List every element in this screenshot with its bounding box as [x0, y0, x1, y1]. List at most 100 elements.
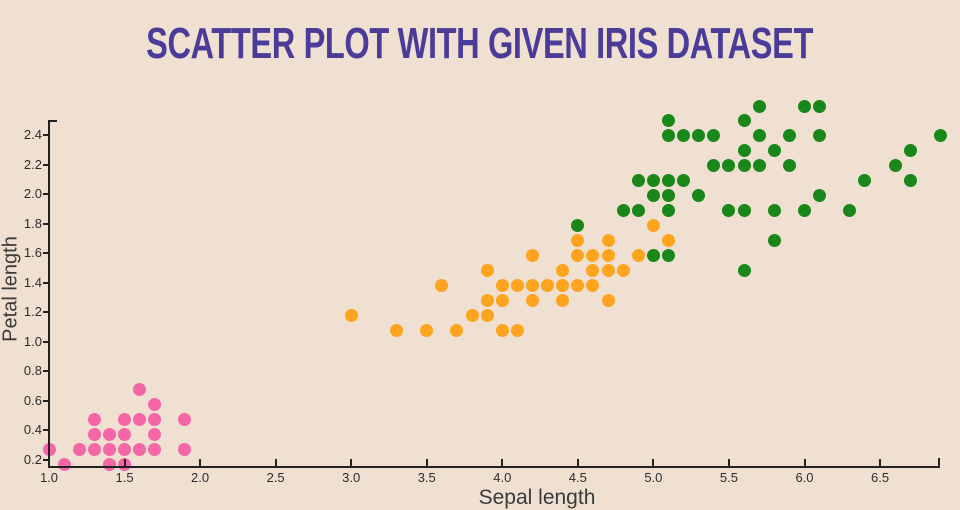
y-axis-tick — [43, 459, 49, 461]
x-axis-tick — [501, 459, 504, 466]
data-point-series-orange — [601, 293, 615, 307]
data-point-series-green — [843, 204, 857, 218]
x-axis-tick — [727, 459, 730, 466]
y-axis-tick-label: 0.4 — [23, 422, 42, 438]
data-point-series-pink — [102, 443, 116, 457]
data-point-series-green — [813, 129, 827, 143]
x-axis-tick — [350, 459, 353, 466]
data-point-series-green — [631, 174, 645, 188]
data-point-series-orange — [571, 278, 585, 292]
y-axis-tick — [43, 429, 49, 432]
data-point-series-orange — [586, 248, 600, 262]
data-point-series-pink — [102, 458, 116, 472]
y-axis-tick — [43, 340, 49, 343]
y-axis-tick-label: 0.6 — [23, 392, 42, 408]
data-point-series-green — [646, 189, 660, 203]
data-point-series-pink — [118, 413, 132, 427]
data-point-series-pink — [148, 428, 162, 442]
data-point-series-green — [888, 159, 902, 173]
data-point-series-orange — [631, 248, 645, 262]
data-point-series-green — [767, 233, 781, 247]
y-axis-tick — [43, 281, 49, 284]
data-point-series-orange — [526, 278, 540, 292]
data-point-series-pink — [178, 443, 192, 457]
x-axis-tick — [879, 459, 882, 466]
y-axis-tick — [43, 222, 49, 225]
data-point-series-pink — [57, 458, 71, 472]
data-point-series-orange — [526, 293, 540, 307]
y-axis-tick — [43, 399, 49, 402]
data-point-series-orange — [450, 323, 464, 337]
data-point-series-green — [813, 189, 827, 203]
title-bar: SCATTER PLOT WITH GIVEN IRIS DATASET — [0, 22, 960, 66]
data-point-series-orange — [465, 308, 479, 322]
data-point-series-green — [662, 204, 675, 218]
y-axis-tick-label: 2.4 — [23, 127, 42, 143]
x-axis-tick-label: 3.0 — [342, 470, 361, 485]
x-axis-tick-label: 6.0 — [795, 470, 814, 485]
data-point-series-green — [646, 174, 660, 188]
y-axis-line — [47, 120, 50, 467]
data-point-series-orange — [390, 323, 404, 337]
x-axis-tick — [199, 459, 202, 466]
data-point-series-green — [662, 189, 675, 203]
data-point-series-green — [662, 114, 675, 128]
data-point-series-orange — [495, 293, 509, 307]
data-point-series-orange — [586, 278, 600, 292]
data-point-series-pink — [87, 413, 101, 427]
data-point-series-green — [903, 144, 917, 158]
data-point-series-pink — [133, 383, 147, 397]
data-point-series-pink — [118, 443, 132, 457]
y-axis-tick-label: 1.2 — [23, 304, 42, 320]
data-point-series-green — [752, 99, 766, 113]
y-axis-tick — [43, 370, 49, 373]
x-axis-tick — [803, 459, 806, 466]
data-point-series-green — [903, 174, 917, 188]
data-point-series-green — [677, 129, 691, 143]
y-axis-tick-label: 1.6 — [23, 245, 42, 261]
data-point-series-pink — [178, 413, 192, 427]
x-axis-tick — [576, 459, 579, 466]
x-axis-tick-label: 4.0 — [493, 470, 512, 485]
data-point-series-orange — [435, 278, 449, 292]
data-point-series-green — [707, 159, 721, 173]
data-point-series-orange — [601, 233, 615, 247]
data-point-series-green — [571, 219, 585, 233]
data-point-series-orange — [556, 278, 570, 292]
x-axis-tick — [48, 459, 50, 466]
data-point-series-orange — [601, 263, 615, 277]
y-axis-tick — [43, 163, 49, 166]
x-axis-tick-label: 5.0 — [644, 470, 663, 485]
data-point-series-green — [782, 159, 796, 173]
data-point-series-orange — [601, 248, 615, 262]
data-point-series-green — [707, 129, 721, 143]
y-axis-tick — [43, 134, 49, 137]
data-point-series-green — [737, 204, 751, 218]
data-point-series-orange — [495, 323, 509, 337]
x-axis-tick-label: 2.5 — [266, 470, 285, 485]
y-axis-tick-label: 1.0 — [23, 333, 42, 349]
data-point-series-green — [767, 144, 781, 158]
x-axis-tick — [652, 459, 655, 466]
y-axis-tick-label: 1.4 — [23, 274, 42, 290]
data-point-series-green — [692, 189, 706, 203]
y-axis-tick-label: 0.2 — [23, 452, 42, 467]
y-axis-tick-label: 2.0 — [23, 186, 42, 202]
data-point-series-orange — [556, 293, 570, 307]
data-point-series-pink — [118, 428, 132, 442]
data-point-series-green — [662, 248, 675, 262]
data-point-series-green — [798, 99, 811, 113]
y-axis-tick-label: 2.2 — [23, 156, 42, 172]
x-axis-tick-label: 1.5 — [115, 470, 134, 485]
data-point-series-orange — [510, 323, 524, 337]
data-point-series-orange — [480, 308, 494, 322]
data-point-series-green — [616, 204, 630, 218]
data-point-series-orange — [646, 219, 660, 233]
y-axis-tick — [43, 193, 49, 196]
x-axis-tick-label: 3.5 — [417, 470, 436, 485]
y-axis-tick-label: 0.8 — [23, 363, 42, 379]
data-point-series-green — [813, 99, 827, 113]
data-point-series-green — [933, 129, 947, 143]
data-point-series-pink — [102, 428, 116, 442]
